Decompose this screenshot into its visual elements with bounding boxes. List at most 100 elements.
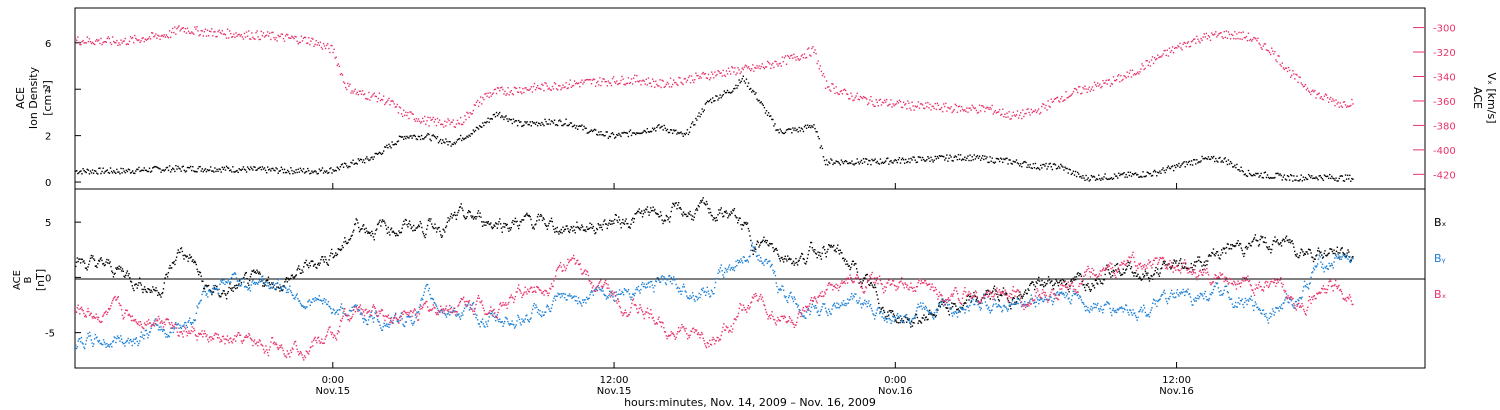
point-bx	[556, 226, 558, 229]
point-vx	[453, 125, 456, 128]
point-bx	[599, 226, 601, 229]
point-bx	[597, 223, 599, 225]
point-by	[284, 286, 286, 288]
point-by	[124, 345, 126, 347]
point-vx	[949, 108, 951, 110]
point-density	[1225, 160, 1228, 163]
point-vx	[813, 51, 815, 54]
point-by	[311, 301, 313, 304]
point-density	[272, 167, 274, 170]
point-by	[619, 293, 622, 296]
point-density	[927, 156, 929, 158]
point-bx	[1288, 241, 1290, 243]
point-by	[695, 295, 697, 298]
point-density	[584, 127, 586, 129]
point-density	[817, 135, 819, 138]
point-bx	[297, 267, 299, 269]
point-density	[879, 158, 882, 160]
point-bx	[953, 303, 955, 305]
point-vx	[1317, 93, 1319, 95]
point-bx	[924, 319, 926, 321]
point-bx	[1273, 240, 1275, 242]
point-by	[97, 341, 100, 343]
point-bx	[252, 270, 254, 273]
point-by	[217, 292, 220, 294]
point-bx	[968, 299, 970, 301]
point-by	[831, 308, 833, 310]
point-bx	[1275, 240, 1278, 242]
point-bx	[675, 202, 677, 204]
point-vx	[489, 92, 491, 94]
point-vx	[1239, 38, 1241, 40]
point-density	[454, 143, 457, 145]
point-density	[560, 120, 562, 123]
point-density	[478, 125, 481, 127]
point-density	[256, 169, 258, 171]
point-by	[718, 271, 721, 273]
point-vx	[706, 77, 709, 80]
point-by	[216, 287, 218, 289]
point-bx	[213, 287, 216, 289]
point-vx	[406, 114, 408, 117]
point-density	[427, 132, 429, 135]
point-bx	[844, 258, 846, 261]
point-by	[184, 321, 187, 324]
point-bx	[546, 228, 549, 230]
point-vx	[712, 73, 714, 75]
point-by	[361, 314, 363, 316]
point-vx	[121, 42, 123, 44]
point-vx	[590, 82, 593, 85]
point-density	[1284, 178, 1287, 180]
point-vx	[1323, 95, 1326, 97]
point-vx	[597, 80, 599, 83]
point-density	[637, 132, 639, 135]
point-vx	[777, 65, 779, 67]
point-by	[855, 300, 858, 302]
point-vx	[237, 34, 239, 36]
point-density	[501, 115, 503, 117]
point-bx	[84, 262, 86, 264]
point-bx	[1231, 243, 1234, 246]
point-vx	[698, 77, 700, 80]
point-density	[1011, 163, 1013, 165]
point-vx	[1002, 108, 1004, 110]
point-vx	[1095, 85, 1098, 88]
point-by	[444, 314, 447, 316]
point-vx	[111, 36, 114, 38]
point-by	[243, 286, 246, 288]
point-by	[725, 269, 727, 271]
point-bx	[830, 244, 832, 247]
point-vx	[1226, 37, 1229, 39]
point-bx	[754, 247, 756, 249]
point-by	[813, 305, 815, 307]
point-vx	[1036, 110, 1039, 112]
point-bx	[1345, 255, 1348, 257]
point-by	[734, 266, 736, 268]
point-vx	[384, 103, 386, 106]
point-density	[753, 90, 755, 93]
point-by	[559, 296, 562, 299]
point-by	[116, 337, 118, 340]
point-bx	[281, 289, 284, 292]
point-density	[752, 89, 754, 92]
point-bx	[610, 220, 613, 222]
point-by	[633, 294, 636, 297]
point-density	[873, 159, 875, 162]
point-vx	[412, 113, 414, 116]
point-density	[310, 172, 312, 174]
point-by	[240, 283, 243, 286]
point-bx	[204, 284, 207, 287]
point-vx	[967, 111, 969, 113]
point-by	[705, 294, 707, 297]
point-bx	[410, 227, 412, 230]
point-by	[266, 285, 268, 287]
point-bx	[253, 269, 255, 271]
point-vx	[520, 91, 522, 93]
point-vx	[1052, 100, 1055, 103]
point-bx	[1031, 281, 1033, 283]
point-density	[816, 131, 818, 133]
point-by	[666, 279, 668, 281]
point-density	[921, 156, 924, 159]
point-bx	[440, 236, 443, 239]
point-vx	[857, 98, 859, 101]
